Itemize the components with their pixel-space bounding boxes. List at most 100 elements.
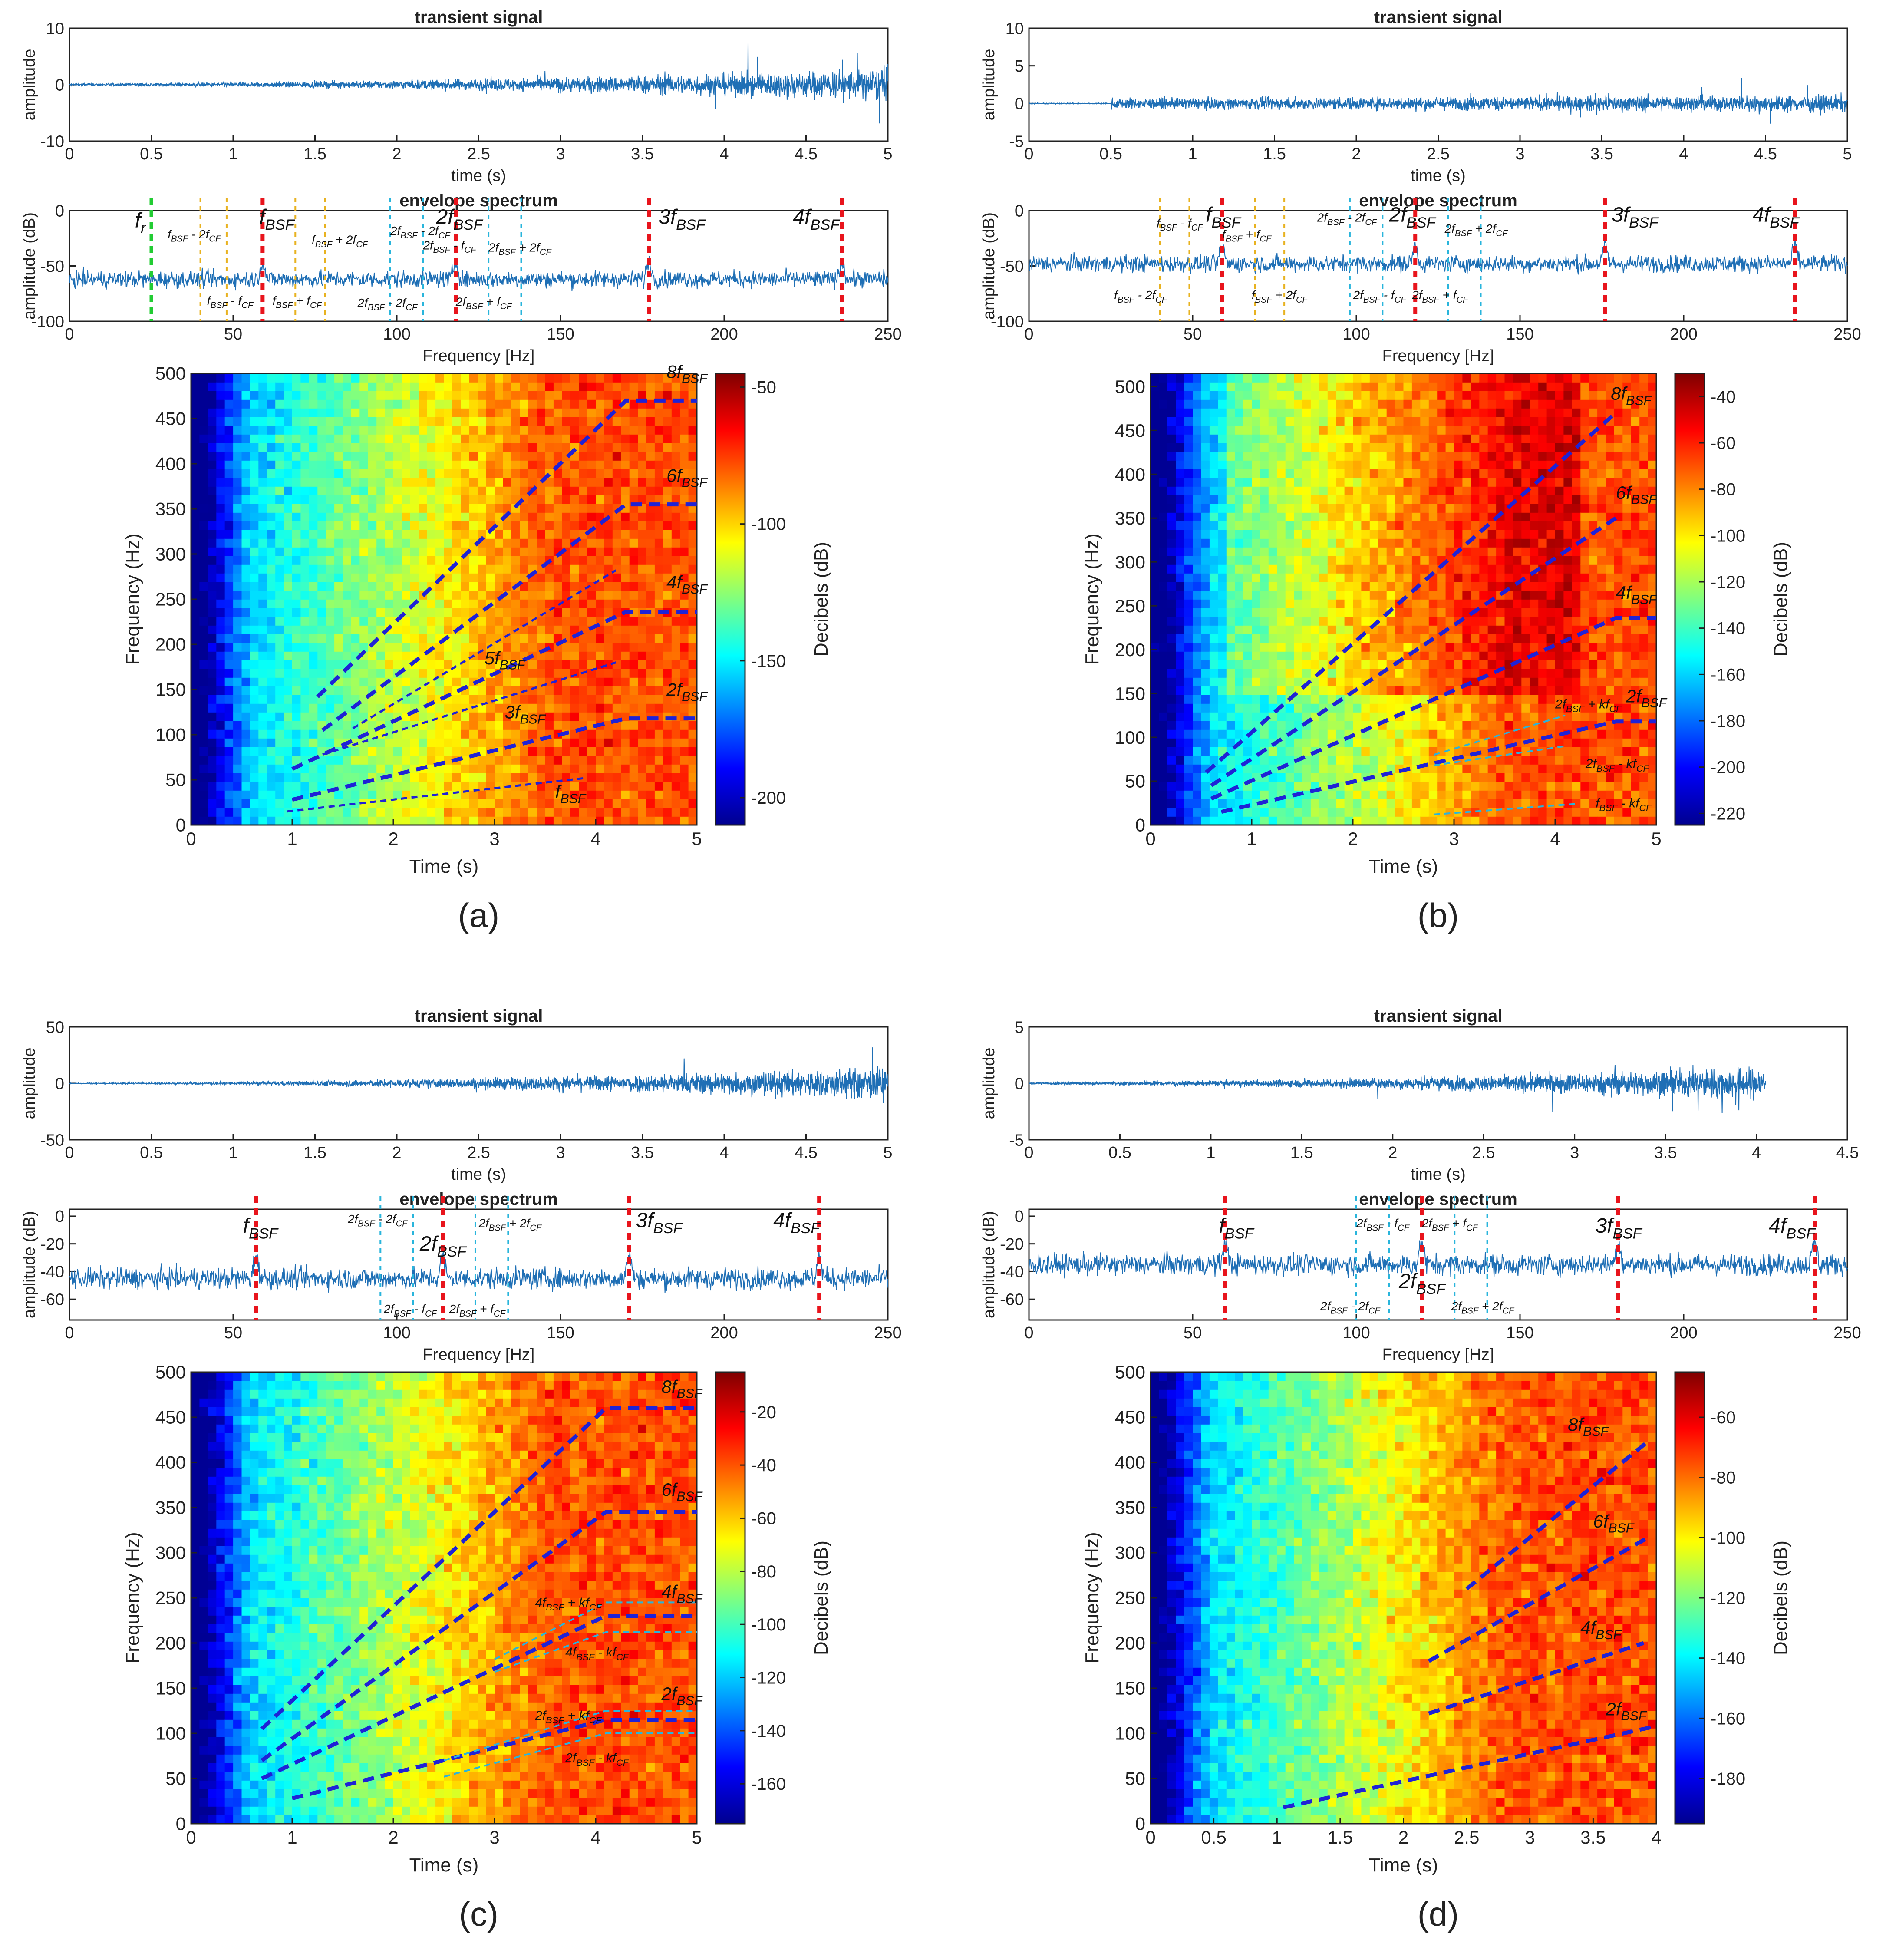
spectrogram-cell xyxy=(638,530,647,539)
spectrogram-cell xyxy=(1201,790,1210,799)
spectrogram-cell xyxy=(1285,591,1294,600)
spectrogram-cell xyxy=(292,651,301,660)
spectrogram-cell xyxy=(671,538,680,548)
spectrogram-cell xyxy=(351,790,360,799)
spectrogram-cell xyxy=(1167,504,1176,513)
annotation-subscript: BSF xyxy=(520,712,546,726)
spectrogram-cell xyxy=(1209,799,1219,808)
spectrogram-cell xyxy=(351,747,360,756)
spectrogram-cell xyxy=(545,460,554,469)
spectrogram-cell xyxy=(1159,677,1168,686)
x-tick-label: 0.5 xyxy=(1099,145,1122,163)
spectrogram-cell xyxy=(300,756,310,765)
spectrogram-cell xyxy=(570,547,579,556)
spectrogram-cell xyxy=(596,399,605,409)
spectrogram-cell xyxy=(663,408,672,417)
spectrogram-cell xyxy=(275,669,284,678)
spectrogram-cell xyxy=(1310,756,1320,765)
spectrogram-cell xyxy=(1235,460,1244,469)
spectrogram-xlabel: Time (s) xyxy=(409,856,479,877)
spectrogram-cell xyxy=(317,469,326,478)
spectrogram-cell xyxy=(520,373,529,383)
spectrogram-cell xyxy=(351,538,360,548)
spectrogram-cell xyxy=(553,608,563,617)
spectrogram-cell xyxy=(604,478,613,487)
spectrogram-cell xyxy=(410,738,419,747)
spectrogram-cell xyxy=(1184,617,1193,626)
spectrogram-cell xyxy=(427,564,436,574)
spectrogram-cell xyxy=(275,808,284,817)
spectrogram-cell xyxy=(520,469,529,478)
spectrogram-cell xyxy=(1218,434,1227,443)
spectrogram-cell xyxy=(604,756,613,765)
spectrogram-cell xyxy=(1235,538,1244,548)
spectrogram-cell xyxy=(368,651,377,660)
spectrogram-cell xyxy=(461,790,470,799)
spectrogram-cell xyxy=(1209,478,1219,487)
spectrogram-cell xyxy=(528,799,537,808)
spectrogram-cell xyxy=(385,460,394,469)
spectrogram-cell xyxy=(461,504,470,513)
spectrogram-cell xyxy=(511,521,520,530)
spectrogram-cell xyxy=(1353,460,1362,469)
spectrogram-cell xyxy=(275,486,284,495)
spectrogram-cell xyxy=(1369,434,1378,443)
spectrogram-cell xyxy=(317,478,326,487)
spectrogram-cell xyxy=(1268,816,1277,825)
spectrogram-cell xyxy=(300,512,310,521)
spectrogram-cell xyxy=(1344,582,1353,591)
spectrogram-cell xyxy=(216,599,225,608)
spectrogram-cell xyxy=(1201,538,1210,548)
spectrogram-cell xyxy=(1176,391,1185,400)
spectrogram-cell xyxy=(1386,756,1395,765)
spectrogram-cell xyxy=(359,625,369,634)
spectrogram-cell xyxy=(452,504,462,513)
spectrogram-cell xyxy=(1344,625,1353,634)
spectrogram-cell xyxy=(317,556,326,565)
spectrogram-cell xyxy=(646,521,655,530)
spectrogram-cell xyxy=(444,373,453,383)
spectrogram-cell xyxy=(1310,703,1320,713)
spectrogram-cell xyxy=(402,756,411,765)
spectrogram-cell xyxy=(410,634,419,643)
spectrogram-cell xyxy=(1277,382,1286,391)
spectrogram-label: 8fBSF xyxy=(666,361,708,386)
spectrogram-cell xyxy=(452,651,462,660)
spectrogram-cell xyxy=(343,434,352,443)
spectrogram-cell xyxy=(191,478,200,487)
spectrogram-cell xyxy=(435,530,445,539)
spectrogram-cell xyxy=(654,460,664,469)
annotation-part: + f xyxy=(1439,288,1458,302)
spectrogram-cell xyxy=(629,564,638,574)
spectrogram-cell xyxy=(1159,712,1168,721)
spectrogram-cell xyxy=(1201,591,1210,600)
spectrogram-cell xyxy=(1209,660,1219,669)
spectrogram-cell xyxy=(478,452,487,461)
spectrogram-cell xyxy=(553,695,563,704)
spectrogram-cell xyxy=(570,460,579,469)
spectrogram-cell xyxy=(486,417,495,426)
spectrogram-cell xyxy=(1243,591,1252,600)
spectrogram-cell xyxy=(1369,504,1378,513)
spectrogram-cell xyxy=(1260,808,1269,817)
spectrogram-cell xyxy=(1151,660,1160,669)
spectrogram-cell xyxy=(402,729,411,739)
spectrogram-cell xyxy=(495,417,504,426)
spectrogram-cell xyxy=(284,738,293,747)
spectrogram-cell xyxy=(343,391,352,400)
spectrogram-cell xyxy=(1310,408,1320,417)
spectrogram-cell xyxy=(604,651,613,660)
annotation-subscript: BSF xyxy=(682,582,708,597)
spectrogram-cell xyxy=(427,686,436,695)
spectrogram-cell xyxy=(359,599,369,608)
spectrogram-cell xyxy=(292,547,301,556)
spectrogram-cell xyxy=(587,695,596,704)
spectrogram-cell xyxy=(233,530,242,539)
spectrogram-cell xyxy=(579,573,588,582)
spectrogram-cell xyxy=(528,634,537,643)
spectrogram-cell xyxy=(191,669,200,678)
spectrogram-cell xyxy=(1176,426,1185,435)
spectrogram-cell xyxy=(654,747,664,756)
spectrogram-cell xyxy=(1201,816,1210,825)
spectrogram-cell xyxy=(545,382,554,391)
